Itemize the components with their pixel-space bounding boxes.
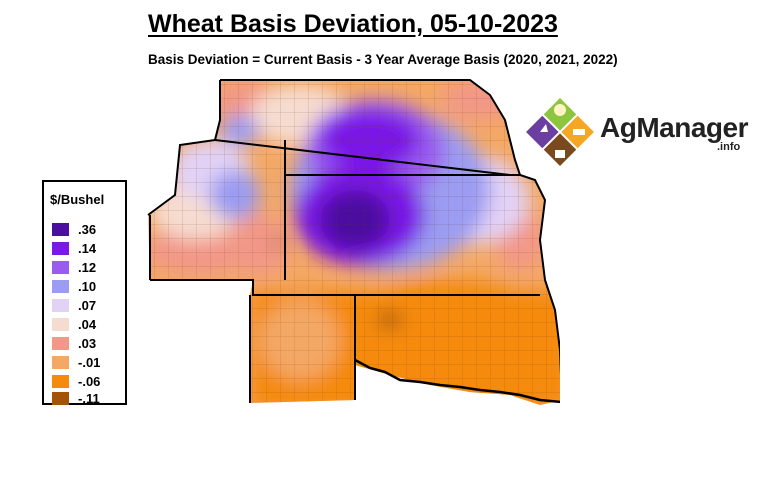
logo-wordmark[interactable]: AgManager <box>600 112 748 143</box>
map-legend: $/Bushel .36 .14 .12 .10 .07 .04 .03 -.0… <box>42 180 127 406</box>
legend-label: .12 <box>78 259 97 275</box>
legend-label: .04 <box>78 316 97 332</box>
legend-label: .07 <box>78 297 97 313</box>
legend-swatch <box>52 391 69 405</box>
legend-item: .03 <box>52 335 96 351</box>
legend-swatch <box>52 355 69 369</box>
legend-label: .03 <box>78 335 97 351</box>
legend-swatch <box>52 298 69 312</box>
legend-title: $/Bushel <box>50 192 105 207</box>
legend-label: .36 <box>78 221 97 237</box>
logo-diamond-brown <box>543 133 577 166</box>
legend-swatch <box>52 374 69 388</box>
legend-item: -.06 <box>52 373 100 389</box>
logo-suffix: .info <box>717 141 741 153</box>
legend-swatch <box>52 260 69 274</box>
legend-swatch <box>52 336 69 350</box>
legend-item: .04 <box>52 316 96 332</box>
map-title: Wheat Basis Deviation, 05-10-2023 <box>148 10 558 38</box>
legend-item: .07 <box>52 297 96 313</box>
legend-item: .10 <box>52 278 96 294</box>
legend-label: .10 <box>78 278 97 294</box>
legend-item: -.11 <box>52 390 100 406</box>
legend-label: .14 <box>78 240 97 256</box>
basis-deviation-map <box>147 79 560 405</box>
legend-swatch <box>52 241 69 255</box>
legend-swatch <box>52 222 69 236</box>
legend-label: -.11 <box>78 390 100 406</box>
legend-swatch <box>52 317 69 331</box>
agmanager-logo-icon[interactable] <box>520 92 600 172</box>
map-subtitle: Basis Deviation = Current Basis - 3 Year… <box>148 52 618 67</box>
legend-label: -.01 <box>78 354 101 370</box>
legend-swatch <box>52 279 69 293</box>
county-grid <box>148 80 560 405</box>
legend-item: .14 <box>52 240 96 256</box>
legend-item: -.01 <box>52 354 100 370</box>
legend-item: .12 <box>52 259 96 275</box>
legend-item: .36 <box>52 221 96 237</box>
legend-label: -.06 <box>78 373 101 389</box>
